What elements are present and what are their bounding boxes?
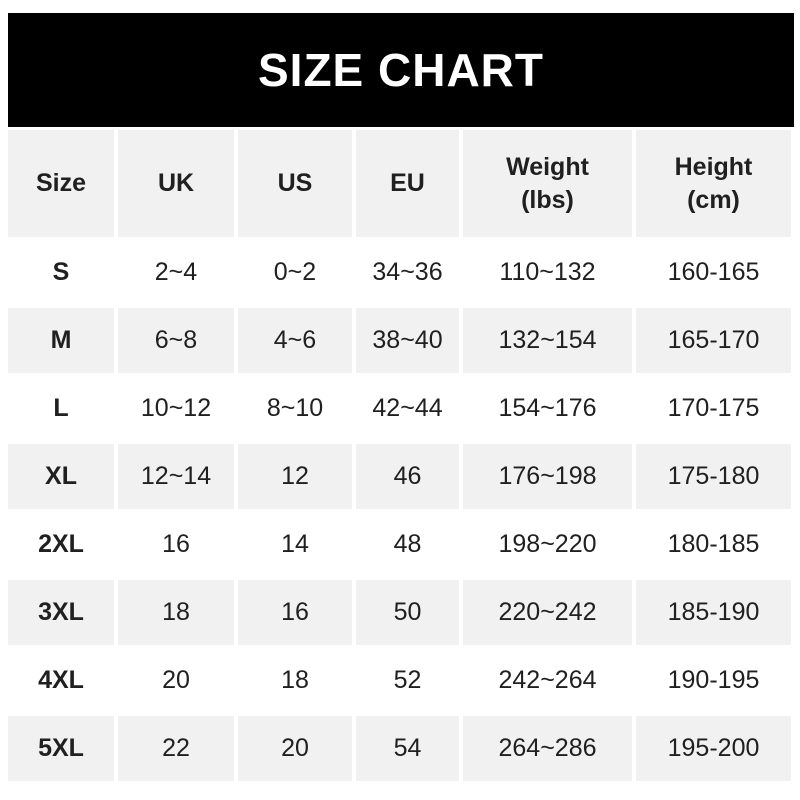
column-header-size-line: Size	[35, 169, 87, 198]
size-cell-4XL: 4XL	[8, 648, 114, 713]
column-header-size: Size	[8, 130, 114, 237]
weight-lbs-cell-S: 110~132	[463, 240, 632, 305]
height-cm-cell-3XL: 185-190	[636, 580, 791, 645]
page-title: SIZE CHART	[258, 44, 544, 96]
size-table: Size UK US EU Weight (lbs) Height (cm) S 2~4 0~2 34…	[8, 130, 791, 781]
height-cm-cell-XL: 175-180	[636, 444, 791, 509]
weight-lbs-cell-M: 132~154	[463, 308, 632, 373]
eu-cell-S: 34~36	[356, 240, 459, 305]
uk-cell-3XL: 18	[118, 580, 234, 645]
size-chart-page: SIZE CHART Size UK US EU Weight (lbs) Height (c…	[8, 13, 794, 781]
weight-lbs-cell-2XL: 198~220	[463, 512, 632, 577]
uk-cell-5XL: 22	[118, 716, 234, 781]
weight-lbs-cell-4XL: 242~264	[463, 648, 632, 713]
weight-lbs-cell-L: 154~176	[463, 376, 632, 441]
eu-cell-5XL: 54	[356, 716, 459, 781]
column-header-height-cm-line: Height	[674, 153, 753, 181]
uk-cell-S: 2~4	[118, 240, 234, 305]
weight-lbs-cell-3XL: 220~242	[463, 580, 632, 645]
height-cm-cell-L: 170-175	[636, 376, 791, 441]
weight-lbs-cell-XL: 176~198	[463, 444, 632, 509]
eu-cell-L: 42~44	[356, 376, 459, 441]
eu-cell-3XL: 50	[356, 580, 459, 645]
size-cell-2XL: 2XL	[8, 512, 114, 577]
size-cell-S: S	[8, 240, 114, 305]
height-cm-cell-S: 160-165	[636, 240, 791, 305]
height-cm-cell-M: 165-170	[636, 308, 791, 373]
uk-cell-L: 10~12	[118, 376, 234, 441]
title-banner: SIZE CHART	[8, 13, 794, 127]
size-cell-XL: XL	[8, 444, 114, 509]
uk-cell-XL: 12~14	[118, 444, 234, 509]
size-cell-M: M	[8, 308, 114, 373]
uk-cell-2XL: 16	[118, 512, 234, 577]
column-header-us-line: US	[277, 169, 313, 198]
weight-lbs-cell-5XL: 264~286	[463, 716, 632, 781]
column-header-us: US	[238, 130, 352, 237]
eu-cell-4XL: 52	[356, 648, 459, 713]
us-cell-2XL: 14	[238, 512, 352, 577]
height-cm-cell-2XL: 180-185	[636, 512, 791, 577]
column-header-weight-lbs-line: (lbs)	[521, 185, 574, 214]
eu-cell-2XL: 48	[356, 512, 459, 577]
us-cell-XL: 12	[238, 444, 352, 509]
column-header-weight-lbs-line: Weight	[506, 153, 589, 181]
column-header-uk: UK	[118, 130, 234, 237]
eu-cell-XL: 46	[356, 444, 459, 509]
us-cell-S: 0~2	[238, 240, 352, 305]
us-cell-L: 8~10	[238, 376, 352, 441]
us-cell-5XL: 20	[238, 716, 352, 781]
uk-cell-4XL: 20	[118, 648, 234, 713]
size-cell-3XL: 3XL	[8, 580, 114, 645]
column-header-uk-line: UK	[157, 169, 195, 198]
us-cell-3XL: 16	[238, 580, 352, 645]
column-header-weight-lbs: Weight (lbs)	[463, 130, 632, 237]
column-header-eu: EU	[356, 130, 459, 237]
us-cell-4XL: 18	[238, 648, 352, 713]
column-header-eu-line: EU	[390, 169, 425, 198]
column-header-height-cm-line: (cm)	[687, 185, 740, 214]
size-cell-L: L	[8, 376, 114, 441]
column-header-height-cm: Height (cm)	[636, 130, 791, 237]
size-cell-5XL: 5XL	[8, 716, 114, 781]
height-cm-cell-4XL: 190-195	[636, 648, 791, 713]
us-cell-M: 4~6	[238, 308, 352, 373]
eu-cell-M: 38~40	[356, 308, 459, 373]
height-cm-cell-5XL: 195-200	[636, 716, 791, 781]
uk-cell-M: 6~8	[118, 308, 234, 373]
